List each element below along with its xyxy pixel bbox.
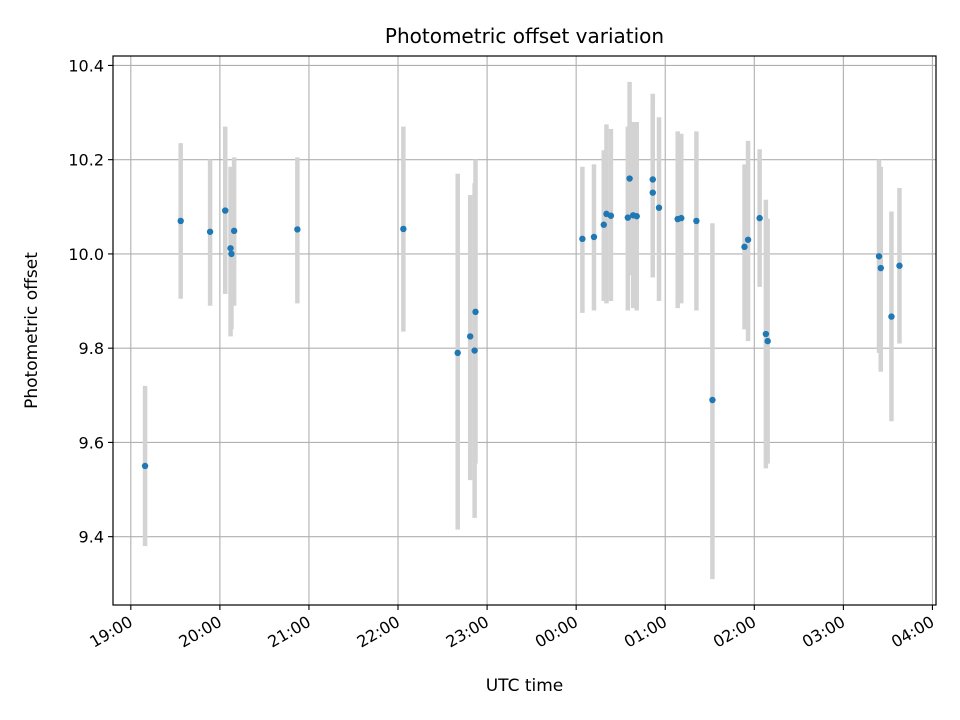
data-point [756,214,763,222]
data-point [466,333,474,340]
data-point [896,262,903,269]
data-point [693,217,700,225]
data-point [227,245,234,252]
data-point [741,243,748,251]
data-point [141,462,149,470]
data-point [607,212,615,219]
data-point [744,236,752,243]
data-point [649,176,656,183]
data-point [206,228,214,235]
y-tick-label: 10.0 [68,245,104,264]
data-points [141,175,903,470]
data-point [762,330,770,338]
data-point [228,250,235,258]
data-point [888,313,895,320]
grid [113,56,936,605]
x-axis-label: UTC time [486,676,564,696]
y-tick-label: 9.4 [79,528,104,547]
y-axis-label: Photometric offset [22,252,42,409]
data-point [709,396,716,404]
data-point [600,221,607,228]
data-point [222,207,229,214]
data-point [472,308,479,316]
data-point [655,204,663,211]
data-point [400,225,407,233]
y-tick-label: 10.2 [68,151,104,170]
y-axis-ticks: 9.4 9.6 9.8 10.0 10.2 10.4 [68,56,113,547]
data-point [633,213,640,220]
data-point [454,349,461,357]
y-tick-label: 9.6 [79,433,104,452]
y-tick-label: 9.8 [79,339,104,358]
data-point [624,214,632,221]
data-point [590,233,598,241]
y-tick-label: 10.4 [68,56,104,75]
data-point [877,264,884,272]
data-point [579,235,586,243]
data-point [678,214,685,222]
data-point [626,175,633,182]
data-point [764,337,771,345]
data-point [177,217,184,225]
plot-frame [112,55,937,606]
data-point [230,227,238,235]
data-point [294,226,301,233]
data-point [875,253,883,260]
data-point [649,189,656,196]
chart-title: Photometric offset variation [385,24,664,48]
data-point [471,347,478,354]
